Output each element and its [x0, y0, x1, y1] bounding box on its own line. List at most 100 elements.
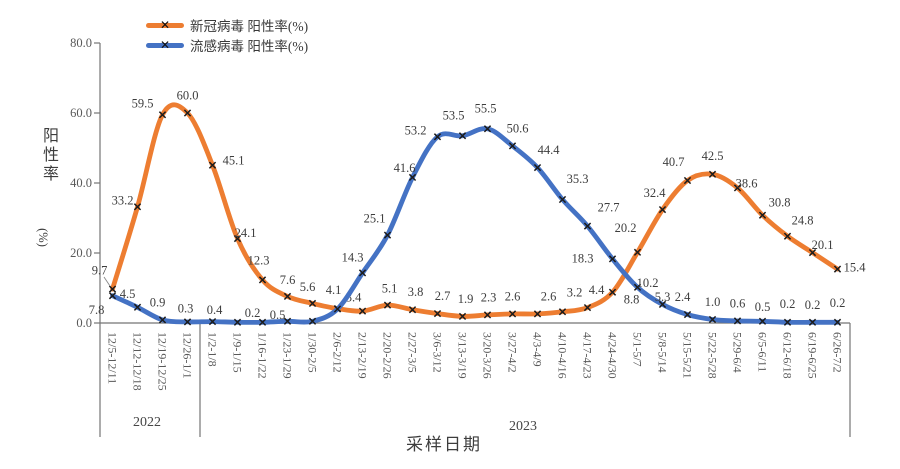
data-label: 30.8	[769, 196, 791, 210]
data-label: 12.3	[248, 253, 270, 267]
data-label: 2.6	[505, 289, 521, 303]
data-label: 18.3	[572, 251, 594, 265]
data-label: 10.2	[637, 276, 659, 290]
data-label: 53.2	[405, 123, 427, 137]
x-marker-icon	[783, 232, 792, 240]
x-marker-icon	[533, 163, 542, 172]
data-label: 9.7	[92, 264, 108, 278]
x-marker-icon	[833, 318, 842, 326]
data-label: 3.2	[567, 285, 583, 299]
x-axis-label: 6/19-6/25	[806, 332, 820, 379]
data-label: 4.5	[120, 287, 136, 301]
data-label: 33.2	[112, 193, 134, 207]
covid-markers	[108, 109, 842, 321]
data-label: 40.7	[663, 155, 685, 169]
data-label: 4.1	[326, 283, 342, 297]
x-marker-icon	[758, 211, 767, 219]
x-marker-icon	[333, 305, 342, 313]
x-marker-icon	[308, 299, 317, 308]
x-marker-icon	[358, 269, 367, 277]
data-label: 2.4	[675, 290, 691, 304]
data-label: 41.6	[394, 161, 416, 175]
data-label: 24.8	[792, 214, 814, 228]
x-axis-label: 5/29-6/4	[731, 332, 745, 373]
x-marker-icon	[508, 142, 517, 150]
x-marker-icon	[483, 311, 492, 319]
x-axis-label: 5/15-5/21	[681, 332, 695, 379]
x-marker-icon	[258, 318, 267, 326]
x-axis-label: 12/5-12/11	[106, 332, 120, 384]
data-label: 45.1	[223, 154, 245, 168]
data-label: 0.2	[245, 306, 261, 320]
x-axis-label: 2/20-2/26	[381, 332, 395, 379]
x-axis-label: 1/30-2/5	[306, 332, 320, 373]
x-axis-label: 12/19-12/25	[156, 332, 170, 391]
data-label: 2.6	[541, 289, 557, 303]
data-label: 2.3	[481, 290, 497, 304]
y-axis-unit: (%)	[35, 228, 50, 247]
x-marker-icon	[408, 306, 417, 314]
legend-line-sample-covid: ✕	[146, 17, 184, 32]
x-axis-title: 采样日期	[406, 435, 482, 454]
x-marker-icon	[433, 133, 442, 141]
y-axis-title: 阳性率	[40, 127, 57, 184]
data-label: 55.5	[475, 101, 497, 115]
data-label: 0.2	[805, 298, 821, 312]
x-marker-icon	[283, 292, 292, 301]
data-label: 14.3	[342, 250, 364, 264]
x-marker-icon	[383, 231, 392, 239]
x-axis-label: 1/9-1/15	[231, 332, 245, 373]
data-label: 50.6	[507, 121, 529, 135]
x-axis-label: 3/27-4/2	[506, 332, 520, 373]
x-axis-label: 6/5-6/11	[756, 332, 770, 372]
axis-lines	[99, 43, 851, 437]
flu-series: 7.8 4.5 0.9 0.3 0.4 0.2 0.5 14.3 25.1 41.6 53.2 53.…	[89, 101, 846, 326]
x-axis-labels: 12/5-12/11 12/12-12/18 12/19-12/25 12/26-1/…	[106, 332, 845, 391]
x-marker-icon	[733, 184, 742, 192]
x-marker-icon	[633, 283, 642, 291]
x-axis-label: 2/13-2/19	[356, 332, 370, 379]
data-label: 20.2	[615, 221, 637, 235]
data-label: 2.7	[435, 289, 451, 303]
data-label: 1.9	[458, 292, 474, 306]
x-axis-label: 2/6-2/12	[331, 332, 345, 373]
data-label: 0.5	[270, 308, 286, 322]
legend-line-sample-flu: ✕	[146, 38, 184, 52]
x-marker-icon	[783, 318, 792, 326]
x-marker-icon	[633, 248, 642, 256]
legend-item-covid: ✕ 新冠病毒 阳性率(%)	[146, 15, 308, 35]
data-label: 35.3	[567, 172, 589, 186]
x-marker-icon	[658, 300, 667, 309]
x-axis-label: 4/10-4/16	[556, 332, 570, 379]
x-axis-label: 12/26-1/1	[181, 332, 195, 379]
data-label: 5.3	[655, 290, 671, 304]
x-marker-icon	[208, 161, 217, 169]
x-marker-icon	[408, 173, 417, 182]
data-label: 0.4	[207, 303, 223, 317]
data-label: 0.2	[830, 296, 846, 310]
x-marker-icon	[433, 309, 442, 318]
x-axis-label: 3/13-3/19	[456, 332, 470, 379]
data-label: 44.4	[538, 143, 561, 157]
x-axis-label: 2/27-3/5	[406, 332, 420, 373]
x-marker-icon	[108, 285, 117, 293]
x-marker-icon	[608, 255, 617, 263]
x-marker-icon	[258, 276, 267, 284]
x-marker-icon	[683, 310, 692, 319]
data-label: 60.0	[177, 89, 199, 103]
x-axis-label: 5/8-5/14	[656, 332, 670, 373]
x-marker-icon	[233, 234, 242, 243]
covid-series: 9.733.259.560.045.124.112.37.6 5.6 4.13.45…	[92, 89, 866, 321]
y-tick-label-0: 0.0	[76, 316, 92, 330]
legend: ✕ 新冠病毒 阳性率(%) ✕ 流感病毒 阳性率(%)	[146, 15, 308, 55]
x-marker-icon	[733, 317, 742, 325]
x-axis-label: 3/20-3/26	[481, 332, 495, 379]
x-axis-label: 1/2-1/8	[206, 332, 220, 367]
data-label: 27.7	[598, 201, 620, 215]
x-axis-label: 4/3-4/9	[531, 332, 545, 367]
x-marker-icon	[808, 248, 817, 257]
x-marker-icon: ✕	[159, 17, 171, 32]
x-axis-label: 3/6-3/12	[431, 332, 445, 373]
data-label: 7.6	[280, 273, 296, 287]
x-marker-icon	[183, 109, 192, 117]
